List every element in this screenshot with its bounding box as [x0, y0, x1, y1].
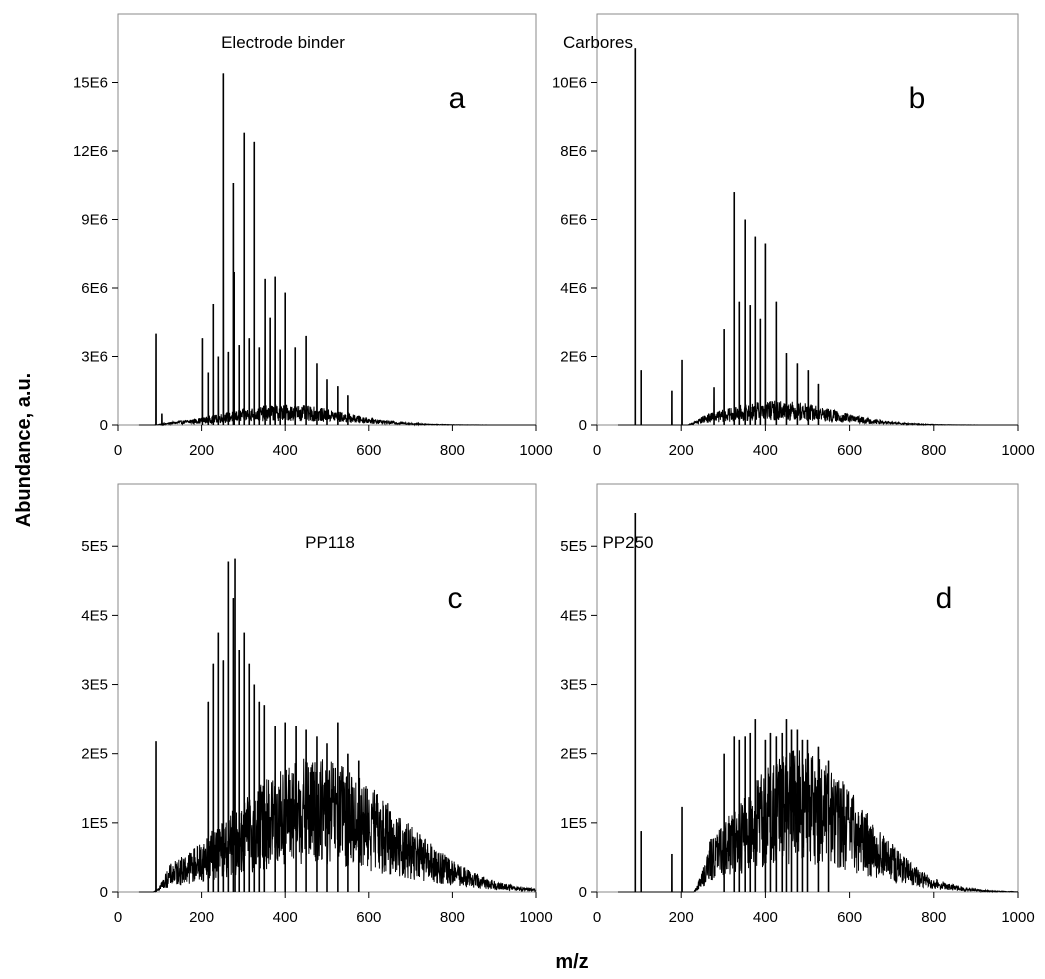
x-tick-label: 800: [921, 909, 946, 926]
x-tick-label: 600: [837, 909, 862, 926]
x-tick-label: 0: [114, 442, 122, 459]
x-tick-label: 200: [669, 909, 694, 926]
x-tick-label: 0: [593, 442, 601, 459]
x-tick-label: 600: [356, 909, 381, 926]
x-tick-label: 600: [356, 442, 381, 459]
y-tick-label: 4E5: [560, 607, 587, 624]
panel-letter: a: [449, 82, 466, 115]
spectrum-trace: [618, 48, 1018, 427]
x-tick-label: 1000: [519, 442, 552, 459]
y-tick-label: 3E5: [81, 677, 108, 694]
y-tick-label: 3E6: [81, 349, 108, 366]
y-tick-label: 1E5: [560, 815, 587, 832]
y-axis-title: Abundance, a.u.: [13, 373, 35, 527]
y-tick-label: 0: [100, 417, 108, 434]
y-tick-label: 9E6: [81, 212, 108, 229]
spectrum-trace: [138, 73, 536, 427]
y-tick-label: 2E6: [560, 349, 587, 366]
y-tick-label: 4E6: [560, 280, 587, 297]
y-tick-label: 6E6: [560, 212, 587, 229]
y-tick-label: 2E5: [81, 746, 108, 763]
y-tick-label: 3E5: [560, 677, 587, 694]
x-tick-label: 800: [440, 442, 465, 459]
y-tick-label: 5E5: [560, 538, 587, 555]
plot-frame: [596, 13, 1019, 426]
y-tick-label: 12E6: [73, 143, 108, 160]
x-tick-label: 0: [593, 909, 601, 926]
x-tick-label: 400: [273, 909, 298, 926]
panel-d: 0 200 400 600 800 1000 0 1E5 2E5 3E5 4E5 5E5 PP250 d: [560, 483, 1035, 926]
x-tick-label: 0: [114, 909, 122, 926]
y-tick-label: 1E5: [81, 815, 108, 832]
panel-c: 0 200 400 600 800 1000 0 1E5 2E5 3E5 4E5 5E5 PP118 c: [81, 483, 553, 926]
y-tick-label: 15E6: [73, 75, 108, 92]
panel-title: PP118: [305, 533, 355, 552]
y-tick-label: 10E6: [552, 75, 587, 92]
panel-a: 0 200 400 600 800 1000 0 3E6 6E6 9E6 12E6 15E6 Elect…: [73, 13, 553, 459]
y-tick-label: 0: [100, 884, 108, 901]
panel-letter: c: [448, 582, 463, 615]
x-tick-label: 400: [753, 442, 778, 459]
panel-title: PP250: [602, 533, 653, 552]
y-tick-label: 0: [579, 884, 587, 901]
y-tick-label: 4E5: [81, 607, 108, 624]
plot-frame: [117, 13, 537, 426]
x-tick-label: 400: [753, 909, 778, 926]
panel-letter: d: [936, 582, 953, 615]
x-tick-label: 200: [189, 442, 214, 459]
x-axis-title: m/z: [555, 951, 588, 973]
x-tick-label: 1000: [1001, 442, 1034, 459]
x-tick-label: 800: [440, 909, 465, 926]
x-tick-label: 1000: [1001, 909, 1034, 926]
panel-b: 0 200 400 600 800 1000 0 2E6 4E6 6E6 8E6 10E6 Carbor…: [552, 13, 1035, 459]
x-tick-label: 400: [273, 442, 298, 459]
y-tick-label: 0: [579, 417, 587, 434]
y-tick-label: 8E6: [560, 143, 587, 160]
x-tick-label: 600: [837, 442, 862, 459]
x-tick-label: 800: [921, 442, 946, 459]
x-tick-label: 200: [189, 909, 214, 926]
x-tick-label: 1000: [519, 909, 552, 926]
y-tick-label: 2E5: [560, 746, 587, 763]
panel-title: Electrode binder: [221, 33, 345, 52]
y-tick-label: 5E5: [81, 538, 108, 555]
y-tick-label: 6E6: [81, 280, 108, 297]
panel-title: Carbores: [563, 33, 633, 52]
x-tick-label: 200: [669, 442, 694, 459]
panel-letter: b: [909, 82, 926, 115]
